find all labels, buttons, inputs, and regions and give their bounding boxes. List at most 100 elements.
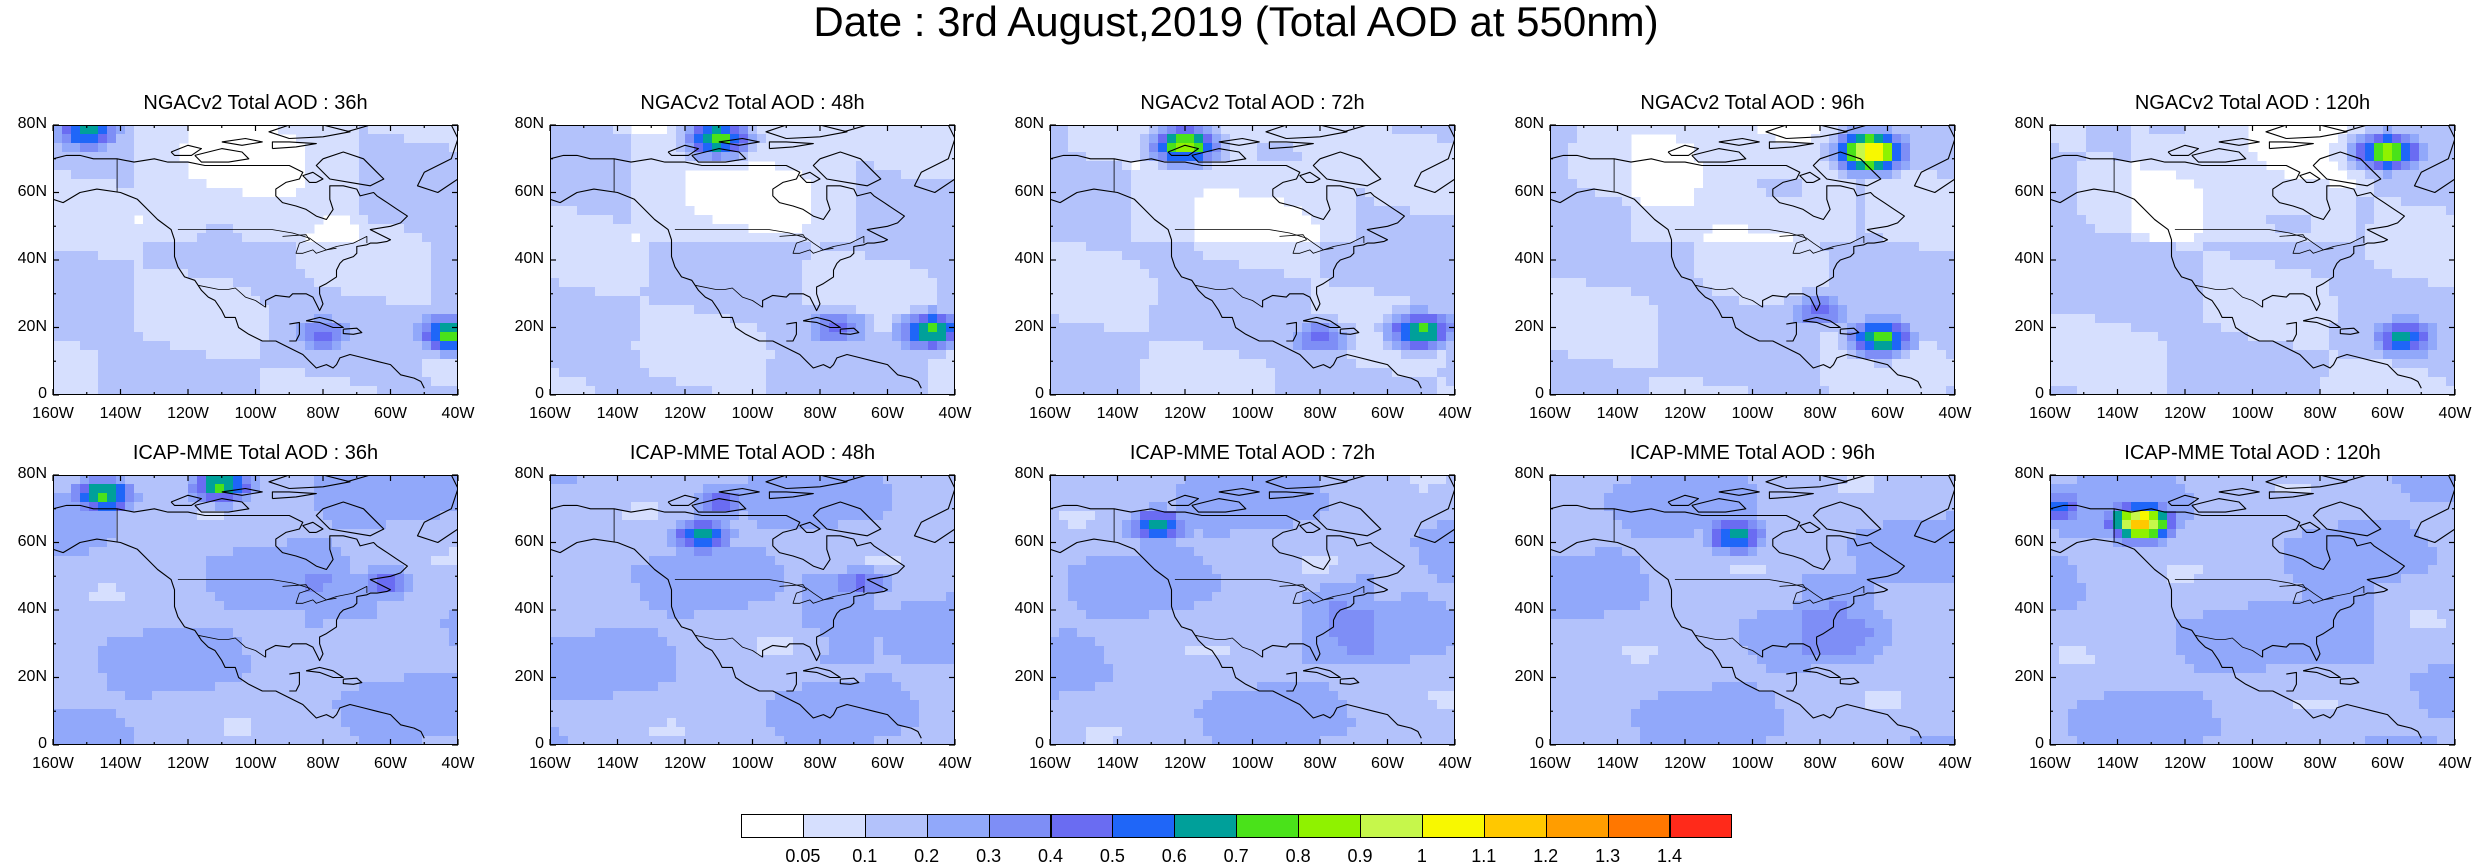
lon-tick-label: 120W [1160, 755, 1210, 773]
lon-tick-label: 80W [298, 405, 348, 423]
colorbar-label: 1 [1397, 846, 1447, 867]
lat-tick-label: 0 [1004, 385, 1044, 403]
lon-tick-label: 60W [1863, 405, 1913, 423]
axis-ticks [1540, 465, 1965, 755]
axis-ticks [1040, 115, 1465, 405]
axis-ticks [1540, 115, 1965, 405]
lat-tick-label: 0 [1504, 735, 1544, 753]
colorbar-swatch [1608, 814, 1671, 838]
lon-tick-label: 160W [1025, 405, 1075, 423]
lon-tick-label: 80W [1795, 405, 1845, 423]
lon-tick-label: 60W [1863, 755, 1913, 773]
lon-tick-label: 100W [231, 755, 281, 773]
lat-tick-label: 60N [2004, 183, 2044, 201]
colorbar-label: 0.5 [1087, 846, 1137, 867]
lat-tick-label: 40N [2004, 250, 2044, 268]
lon-tick-label: 120W [1660, 405, 1710, 423]
lat-tick-label: 20N [7, 318, 47, 336]
colorbar-swatch [1484, 814, 1547, 838]
lon-tick-label: 40W [433, 755, 483, 773]
lon-tick-label: 160W [2025, 405, 2075, 423]
lat-tick-label: 80N [2004, 115, 2044, 133]
panel-title: ICAP-MME Total AOD : 48h [550, 442, 955, 465]
lon-tick-label: 140W [2093, 405, 2143, 423]
lat-tick-label: 80N [1504, 115, 1544, 133]
colorbar-label: 1.4 [1645, 846, 1695, 867]
lon-tick-label: 100W [728, 755, 778, 773]
lon-tick-label: 120W [660, 405, 710, 423]
lon-tick-label: 80W [795, 755, 845, 773]
lat-tick-label: 60N [7, 183, 47, 201]
lon-tick-label: 40W [930, 755, 980, 773]
lon-tick-label: 80W [1795, 755, 1845, 773]
axis-ticks [540, 115, 965, 405]
lon-tick-label: 160W [525, 755, 575, 773]
colorbar-swatch [1174, 814, 1237, 838]
lon-tick-label: 100W [1228, 755, 1278, 773]
lon-tick-label: 120W [1660, 755, 1710, 773]
lon-tick-label: 140W [96, 405, 146, 423]
lat-tick-label: 80N [1004, 465, 1044, 483]
lat-tick-label: 80N [504, 115, 544, 133]
lon-tick-label: 160W [1525, 405, 1575, 423]
lon-tick-label: 100W [231, 405, 281, 423]
colorbar-label: 0.4 [1026, 846, 1076, 867]
lon-tick-label: 160W [28, 405, 78, 423]
lat-tick-label: 20N [504, 318, 544, 336]
lat-tick-label: 20N [504, 668, 544, 686]
axis-ticks [1040, 465, 1465, 755]
lon-tick-label: 140W [1593, 755, 1643, 773]
lat-tick-label: 40N [2004, 600, 2044, 618]
lat-tick-label: 20N [1504, 318, 1544, 336]
lon-tick-label: 100W [2228, 405, 2278, 423]
lat-tick-label: 40N [504, 600, 544, 618]
lat-tick-label: 40N [1004, 250, 1044, 268]
panel-title: ICAP-MME Total AOD : 120h [2050, 442, 2455, 465]
colorbar-label: 0.8 [1273, 846, 1323, 867]
lon-tick-label: 120W [163, 755, 213, 773]
lon-tick-label: 140W [1593, 405, 1643, 423]
lon-tick-label: 160W [1525, 755, 1575, 773]
lat-tick-label: 20N [1004, 668, 1044, 686]
colorbar-swatch [1236, 814, 1299, 838]
lat-tick-label: 60N [1504, 183, 1544, 201]
lon-tick-label: 100W [1728, 755, 1778, 773]
lon-tick-label: 80W [795, 405, 845, 423]
lon-tick-label: 160W [1025, 755, 1075, 773]
lon-tick-label: 60W [366, 405, 416, 423]
colorbar-label: 0.6 [1149, 846, 1199, 867]
lat-tick-label: 20N [1004, 318, 1044, 336]
panel-title: ICAP-MME Total AOD : 72h [1050, 442, 1455, 465]
lat-tick-label: 0 [2004, 735, 2044, 753]
colorbar-swatch [927, 814, 990, 838]
lat-tick-label: 60N [504, 533, 544, 551]
lat-tick-label: 40N [1004, 600, 1044, 618]
lon-tick-label: 40W [1430, 755, 1480, 773]
lon-tick-label: 60W [1363, 405, 1413, 423]
lat-tick-label: 80N [7, 115, 47, 133]
lon-tick-label: 160W [2025, 755, 2075, 773]
lat-tick-label: 0 [7, 385, 47, 403]
colorbar-label: 0.1 [840, 846, 890, 867]
lon-tick-label: 120W [163, 405, 213, 423]
lon-tick-label: 40W [930, 405, 980, 423]
lon-tick-label: 60W [2363, 405, 2413, 423]
lat-tick-label: 20N [2004, 318, 2044, 336]
lat-tick-label: 40N [1504, 600, 1544, 618]
lat-tick-label: 0 [1504, 385, 1544, 403]
colorbar-swatch [803, 814, 866, 838]
colorbar-swatch [1112, 814, 1175, 838]
lon-tick-label: 40W [1430, 405, 1480, 423]
lat-tick-label: 60N [1004, 183, 1044, 201]
lat-tick-label: 80N [504, 465, 544, 483]
lat-tick-label: 0 [7, 735, 47, 753]
lon-tick-label: 140W [96, 755, 146, 773]
lon-tick-label: 100W [2228, 755, 2278, 773]
lon-tick-label: 140W [2093, 755, 2143, 773]
